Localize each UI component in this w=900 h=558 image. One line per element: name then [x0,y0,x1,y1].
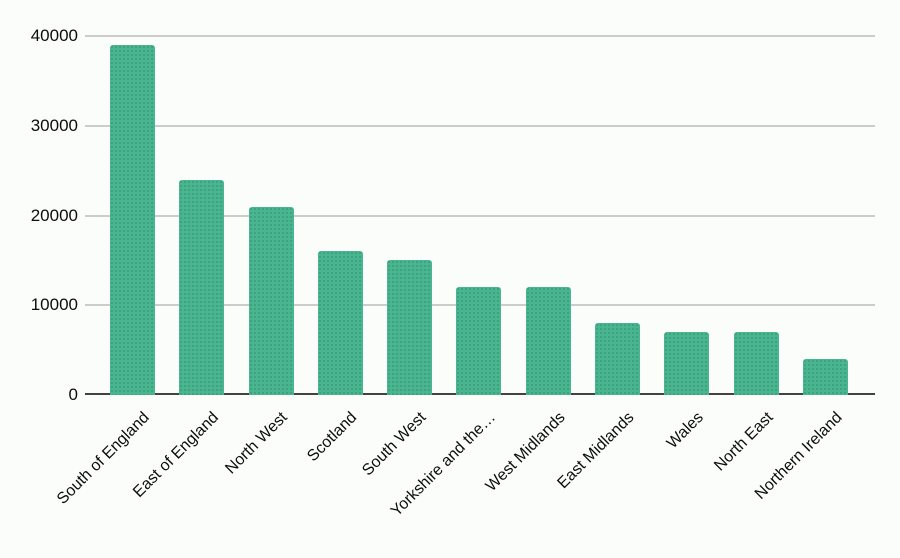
bar-slot [514,36,583,395]
bar-slot [375,36,444,395]
bar-slot [583,36,652,395]
gridline [85,124,875,127]
bar[interactable] [179,179,225,395]
x-tick-label: Wales [663,409,707,453]
y-tick-label: 40000 [30,26,78,45]
bar-slot [98,36,167,395]
bar[interactable] [525,287,571,395]
bar[interactable] [456,287,502,395]
gridline [85,35,875,37]
y-tick-label: 0 [68,385,78,404]
gridline [85,214,875,217]
bar[interactable] [594,323,640,395]
x-tick-label: North East [710,409,777,475]
x-tick-label: Scotland [304,409,361,466]
x-tick-label: North West [222,409,292,478]
bar-slot [721,36,790,395]
bar[interactable] [802,359,848,395]
y-tick-label: 30000 [30,115,78,135]
bar[interactable] [733,332,779,395]
bar-slot [237,36,306,395]
bar-slot [444,36,513,395]
bar[interactable] [317,251,363,395]
plot-area [98,36,860,395]
x-tick-label: South West [359,409,430,480]
y-tick-label: 20000 [30,205,78,225]
bar-slot [791,36,860,395]
bar-slot [652,36,721,395]
bar[interactable] [387,260,433,395]
bar-slot [306,36,375,395]
bar-slot [167,36,236,395]
bar[interactable] [248,206,294,395]
bar[interactable] [664,332,710,395]
y-tick-label: 10000 [30,295,78,315]
bar[interactable] [110,44,156,395]
